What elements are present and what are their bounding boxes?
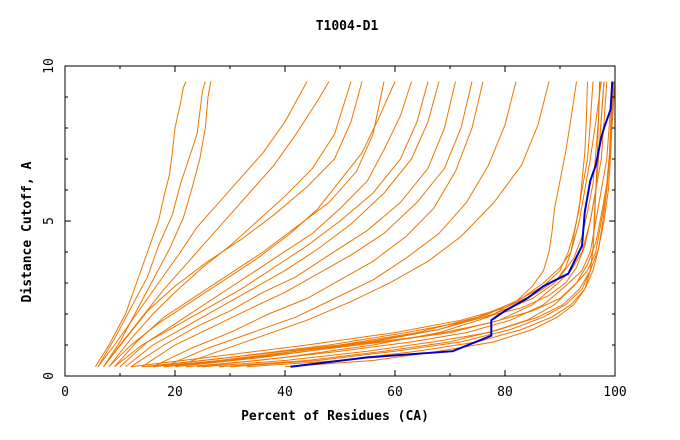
- y-axis-label: Distance Cutoff, A: [20, 161, 35, 302]
- x-tick-label: 40: [277, 385, 293, 400]
- y-tick-label: 0: [42, 372, 57, 380]
- series-line-21: [185, 81, 613, 368]
- series-line-13: [130, 81, 456, 368]
- x-tick-label: 60: [387, 385, 403, 400]
- series-line-11: [114, 81, 429, 368]
- highlight-layer: [290, 81, 614, 368]
- series-line-30: [196, 81, 577, 368]
- x-axis-label: Percent of Residues (CA): [241, 409, 429, 424]
- x-tick-label: 0: [61, 385, 69, 400]
- series-line-25: [218, 81, 615, 368]
- series-line-17: [174, 81, 550, 368]
- series-line-15: [152, 81, 484, 368]
- chart-title: T1004-D1: [316, 19, 379, 34]
- series-line-2: [97, 81, 206, 367]
- series-line-1: [94, 81, 187, 367]
- series-line-4: [97, 81, 308, 368]
- series-line-26: [229, 81, 605, 368]
- tick-layer: 0 20 40 60 80 100 0 5 10: [42, 58, 627, 400]
- x-tick-label: 100: [603, 385, 626, 400]
- series-line-19: [152, 81, 602, 368]
- series-line-18: [141, 81, 594, 368]
- x-tick-label: 20: [167, 385, 183, 400]
- series-line-6: [108, 81, 352, 368]
- highlight-series-line: [290, 81, 614, 368]
- y-tick-label: 5: [42, 217, 57, 225]
- x-tick-label: 80: [497, 385, 513, 400]
- y-tick-label: 10: [42, 58, 57, 74]
- series-line-9: [108, 81, 396, 368]
- series-line-7: [103, 81, 363, 368]
- series-line-10: [119, 81, 412, 368]
- series-line-12: [125, 81, 440, 368]
- series-line-8: [114, 81, 385, 368]
- series-line-16: [163, 81, 517, 368]
- series-line-29: [284, 81, 601, 368]
- series-line-14: [141, 81, 473, 368]
- series-line-20: [163, 81, 608, 368]
- series-line-31: [163, 81, 588, 368]
